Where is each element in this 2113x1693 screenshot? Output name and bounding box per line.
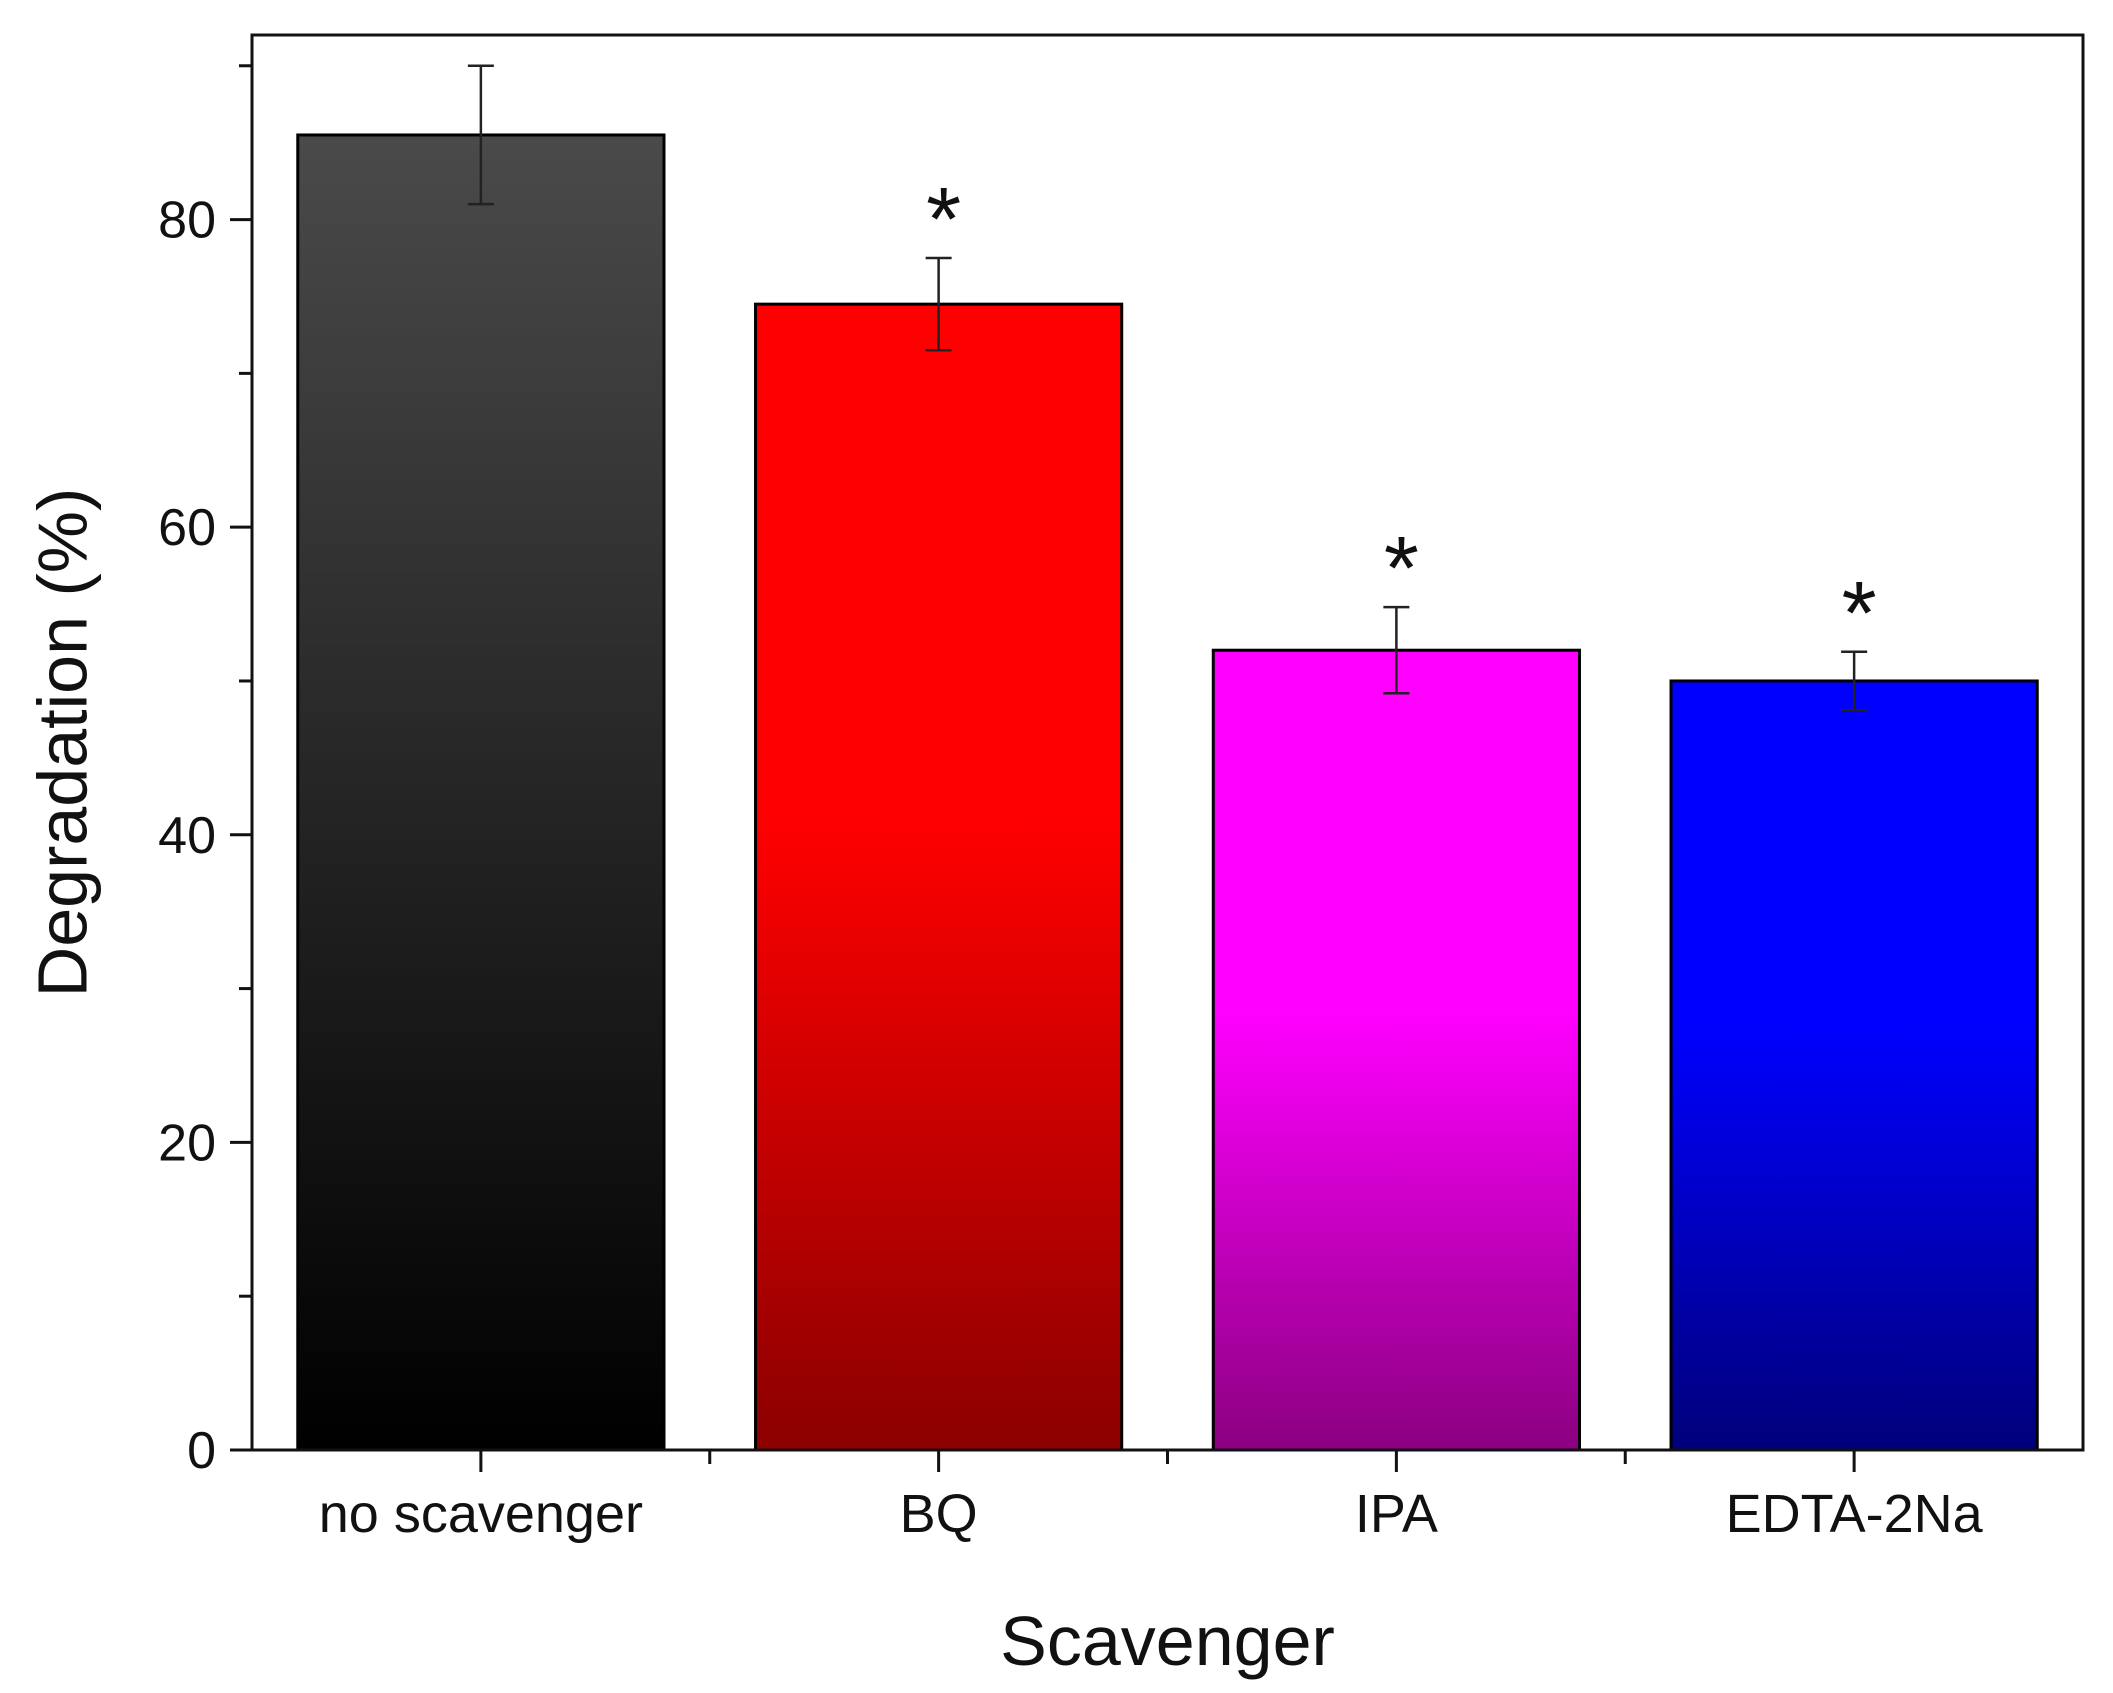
x-tick-label: EDTA-2Na (1726, 1484, 1984, 1544)
x-tick-label: IPA (1355, 1484, 1438, 1544)
significance-star: * (926, 170, 961, 270)
error-bar (925, 256, 952, 352)
y-tick-label: 0 (187, 1422, 216, 1480)
error-bar (1383, 605, 1410, 695)
y-axis: 0 20 40 60 80 (158, 64, 252, 1480)
error-bars-layer (467, 64, 1868, 712)
significance-star: * (1384, 519, 1419, 619)
x-axis-title: Scavenger (1000, 1602, 1335, 1680)
y-tick-label: 60 (158, 499, 216, 557)
y-axis-title: Degradation (%) (23, 488, 101, 998)
bar-ipa (1211, 648, 1581, 1452)
bar-bq (754, 302, 1124, 1452)
y-tick-label: 80 (158, 192, 216, 250)
significance-layer: * * * (926, 170, 1877, 664)
y-tick-label: 40 (158, 807, 216, 865)
error-bar (467, 64, 494, 206)
error-bar (1841, 650, 1868, 712)
significance-star: * (1842, 564, 1877, 664)
bar-edta-2na (1669, 679, 2039, 1452)
y-tick-label: 20 (158, 1114, 216, 1172)
bar-no-scavenger (296, 133, 666, 1452)
x-axis: no scavenger BQ IPA EDTA-2Na (319, 1450, 1984, 1544)
x-tick-label: no scavenger (319, 1484, 643, 1544)
bars-layer (296, 133, 2039, 1452)
x-tick-label: BQ (900, 1484, 978, 1544)
